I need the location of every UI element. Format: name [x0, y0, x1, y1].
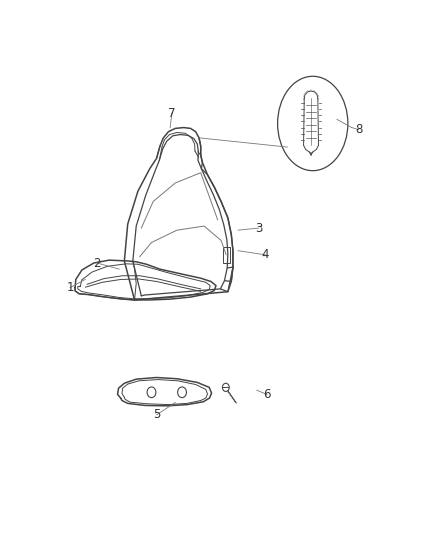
- Text: 7: 7: [168, 107, 176, 120]
- Text: 4: 4: [261, 248, 269, 261]
- Text: 5: 5: [153, 408, 160, 422]
- Bar: [223, 247, 230, 263]
- Text: 8: 8: [355, 123, 362, 136]
- Text: 6: 6: [263, 388, 271, 401]
- Text: 1: 1: [66, 281, 74, 294]
- Text: 3: 3: [255, 222, 262, 235]
- Text: 2: 2: [93, 256, 101, 270]
